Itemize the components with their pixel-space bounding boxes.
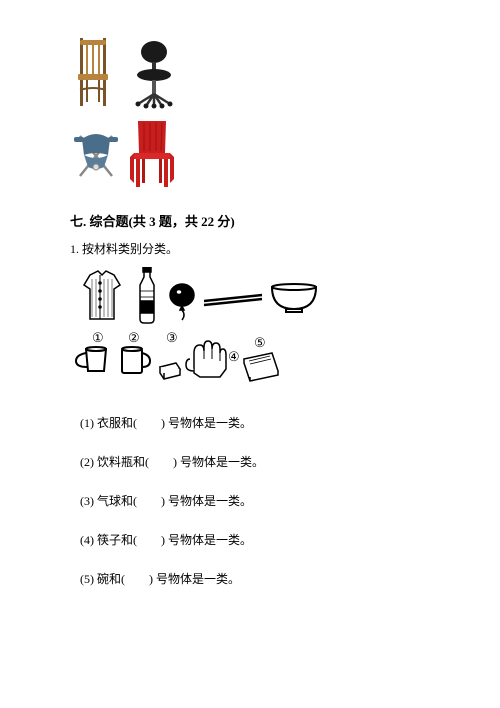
gloves-icon bbox=[186, 341, 226, 377]
shirt-icon bbox=[84, 271, 120, 319]
book-icon bbox=[244, 353, 278, 381]
label-5: ⑤ bbox=[254, 335, 266, 350]
sub-question-5: (5) 碗和( ) 号物体是一类。 bbox=[70, 570, 430, 587]
bowl-icon bbox=[272, 284, 316, 312]
label-2: ② bbox=[128, 330, 140, 345]
wooden-chair-icon bbox=[78, 38, 108, 106]
office-chair-icon bbox=[136, 41, 173, 109]
label-1: ① bbox=[92, 330, 104, 345]
sub-question-2: (2) 饮料瓶和( ) 号物体是一类。 bbox=[70, 453, 430, 470]
chairs-row-2 bbox=[70, 116, 430, 191]
label-3: ③ bbox=[166, 330, 178, 345]
balloon-icon bbox=[170, 284, 194, 320]
label-4: ④ bbox=[228, 349, 240, 364]
cup1-icon bbox=[76, 347, 106, 371]
plastic-chair-icon bbox=[130, 121, 174, 187]
camping-chair-icon bbox=[74, 134, 118, 176]
section-title: 七. 综合题(共 3 题，共 22 分) bbox=[70, 211, 430, 230]
chairs-row-1 bbox=[70, 35, 430, 110]
chopsticks-icon bbox=[204, 295, 262, 305]
sub-question-1: (1) 衣服和( ) 号物体是一类。 bbox=[70, 414, 430, 431]
bottle-icon bbox=[140, 267, 154, 323]
sub-question-3: (3) 气球和( ) 号物体是一类。 bbox=[70, 492, 430, 509]
items-illustration: ① ② ③ bbox=[70, 267, 430, 392]
cup2-icon bbox=[122, 347, 150, 373]
sub-question-4: (4) 筷子和( ) 号物体是一类。 bbox=[70, 531, 430, 548]
eraser-icon bbox=[160, 363, 180, 379]
question-1-title: 1. 按材料类别分类。 bbox=[70, 240, 430, 257]
